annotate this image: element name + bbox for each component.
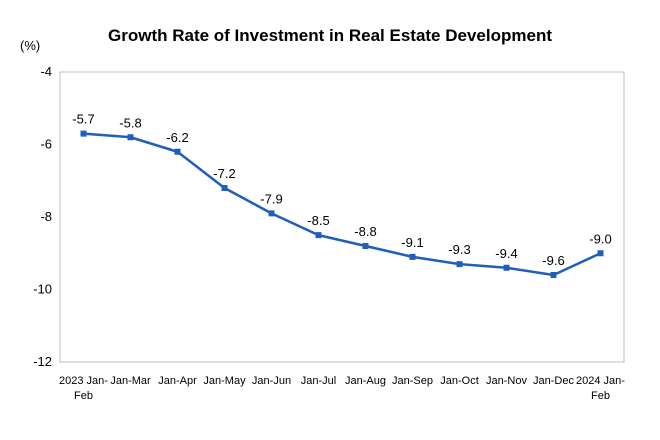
series: [80, 130, 604, 278]
x-tick-label: Jan-Sep: [392, 375, 433, 387]
data-label: -9.0: [589, 231, 611, 246]
x-tick-labels: 2023 Jan- Feb Jan-Mar Jan-Apr Jan-May Jan-Jun…: [59, 375, 625, 402]
y-tick-label: -12: [33, 354, 52, 369]
data-label: -7.9: [260, 191, 282, 206]
x-tick-label-line: Jan-Mar: [110, 375, 151, 387]
x-tick-label: Jan-Mar: [110, 375, 151, 387]
data-label: -9.3: [448, 242, 470, 257]
x-tick-label: 2023 Jan- Feb: [59, 375, 108, 402]
data-point-marker: [503, 264, 510, 271]
x-tick-label-line: 2023 Jan-: [59, 375, 108, 387]
data-label: -5.8: [119, 115, 141, 130]
x-tick-label: 2024 Jan- Feb: [576, 375, 625, 402]
data-label: -9.4: [495, 246, 517, 261]
data-point-marker: [597, 250, 604, 257]
data-point-marker: [409, 253, 416, 260]
data-label: -9.6: [542, 253, 564, 268]
data-point-marker: [550, 272, 557, 278]
plot-area-border: [59, 71, 625, 363]
x-tick-label-line: Jan-Jun: [252, 375, 291, 387]
y-tick-label: -8: [40, 209, 52, 224]
x-tick-label-line: Feb: [74, 390, 93, 402]
y-tick-label: -10: [33, 282, 52, 297]
data-point-marker: [174, 148, 181, 155]
data-point-marker: [80, 130, 87, 137]
x-tick-label-line: 2024 Jan-: [576, 375, 625, 387]
data-label: -6.2: [166, 130, 188, 145]
y-tick-labels: -4 -6 -8 -10 -12: [33, 64, 52, 369]
data-point-marker: [362, 243, 369, 249]
series-line: [83, 132, 602, 277]
x-tick-label-line: Jan-Dec: [533, 375, 574, 387]
data-point-marker: [268, 210, 275, 217]
data-point-marker: [456, 261, 463, 268]
x-tick-label: Jan-Jun: [252, 375, 291, 387]
x-tick-label-line: Feb: [591, 390, 610, 402]
y-tick-label: -6: [40, 137, 52, 152]
x-tick-label: Jan-Aug: [345, 375, 386, 387]
x-tick-label: Jan-Dec: [533, 375, 574, 387]
x-tick-label: Jan-May: [203, 375, 246, 387]
x-tick-label-line: Jan-Apr: [158, 375, 197, 387]
x-tick-label: Jan-Jul: [301, 375, 336, 387]
x-tick-label-line: Jan-Nov: [486, 375, 527, 387]
data-point-marker: [221, 185, 228, 191]
x-tick-label: Jan-Apr: [158, 375, 197, 387]
y-tick-label: -4: [40, 64, 52, 79]
data-point-marker: [315, 232, 322, 239]
x-tick-label-line: Jan-Jul: [301, 375, 336, 387]
chart-title: Growth Rate of Investment in Real Estate…: [108, 26, 552, 45]
data-label: -7.2: [213, 166, 235, 181]
data-label: -5.7: [72, 112, 94, 127]
data-label: -8.8: [354, 224, 376, 239]
x-tick-label-line: Jan-Aug: [345, 375, 386, 387]
x-tick-label-line: Jan-Sep: [392, 375, 433, 387]
x-tick-label: Jan-Nov: [486, 375, 527, 387]
data-label: -9.1: [401, 235, 423, 250]
x-tick-label-line: Jan-Oct: [440, 375, 479, 387]
x-tick-label: Jan-Oct: [440, 375, 479, 387]
y-axis-unit-label: (%): [20, 38, 40, 53]
data-label: -8.5: [307, 213, 329, 228]
axes: [59, 71, 625, 363]
x-tick-label-line: Jan-May: [203, 375, 246, 387]
data-point-marker: [127, 134, 134, 141]
data-labels: -5.7 -5.8 -6.2 -7.2 -7.9 -8.5 -8.8 -9.1 -9.3 -9.4…: [72, 112, 611, 268]
